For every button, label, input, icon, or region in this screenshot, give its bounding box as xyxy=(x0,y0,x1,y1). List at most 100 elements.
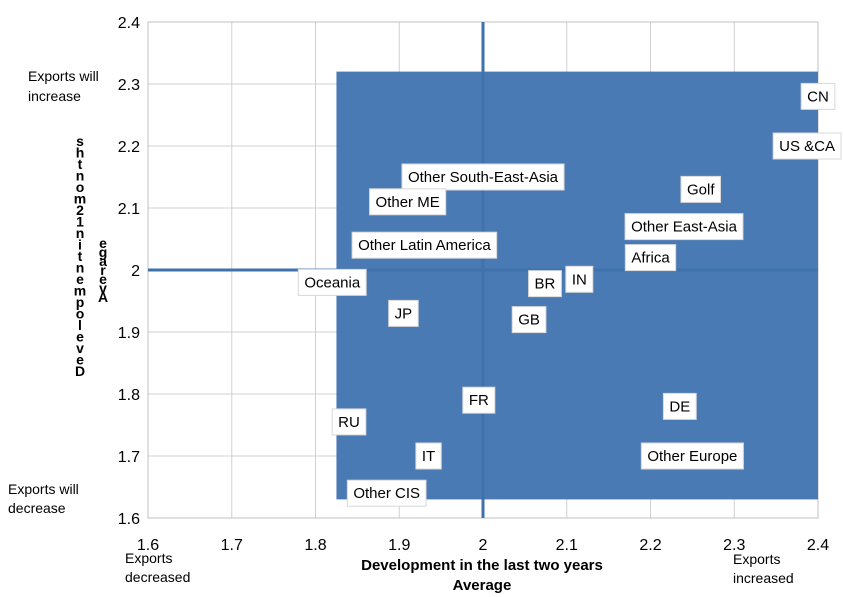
corner-bottom-left-line2: decrease xyxy=(8,500,66,516)
data-point-4: Africa xyxy=(624,244,677,272)
corner-top-left-line2: increase xyxy=(28,88,81,104)
data-point-label-4: Africa xyxy=(631,250,670,267)
data-point-box-4 xyxy=(624,244,677,272)
y-axis-title-glyph-11: n xyxy=(76,260,85,276)
data-point-box-1 xyxy=(772,132,842,160)
data-point-label-0: CN xyxy=(807,88,829,105)
y-axis-title-glyph-7: 1 xyxy=(76,214,84,230)
y-tick-label-4: 2 xyxy=(131,263,140,280)
y-tick-label-6: 2.2 xyxy=(118,139,140,156)
data-point-label-6: Other ME xyxy=(376,194,440,211)
data-point-label-9: BR xyxy=(535,276,556,293)
x-axis-title: Development in the last two years xyxy=(361,557,603,574)
data-point-box-14 xyxy=(662,392,697,420)
y-axis-title-glyph-0: s xyxy=(76,133,84,149)
corner-bottom-left-line1: Exports will xyxy=(8,481,79,497)
data-point-box-16 xyxy=(415,442,442,470)
data-point-11: JP xyxy=(388,299,419,327)
data-point-13: FR xyxy=(462,386,496,414)
data-point-6: Other ME xyxy=(369,188,447,216)
y-axis-subtitle-glyph-2: a xyxy=(99,253,107,269)
x-tick-label-7: 2.3 xyxy=(723,537,745,554)
data-point-box-18 xyxy=(346,479,427,507)
corner-x-left-line1: Exports xyxy=(125,550,172,566)
x-tick-labels: 1.6 1.7 1.8 1.9 2 2.1 2.2 2.3 2.4 xyxy=(137,537,829,554)
data-point-2: Golf xyxy=(680,175,722,203)
x-tick-label-0: 1.6 xyxy=(137,537,159,554)
y-axis-title-glyph-13: m xyxy=(74,283,86,299)
y-axis-title-glyph-14: p xyxy=(76,294,85,310)
data-point-label-11: JP xyxy=(395,305,413,322)
y-axis-title-glyph-1: h xyxy=(76,145,85,161)
data-point-box-6 xyxy=(369,188,447,216)
y-tick-label-2: 1.8 xyxy=(118,387,140,404)
corner-x-right-line2: increased xyxy=(733,570,794,586)
x-tick-label-2: 1.8 xyxy=(304,537,326,554)
x-tick-label-6: 2.2 xyxy=(639,537,661,554)
data-point-box-0 xyxy=(800,82,836,110)
y-axis-title-glyph-2: t xyxy=(78,156,83,172)
data-point-8: Oceania xyxy=(297,268,367,296)
data-point-label-13: FR xyxy=(469,392,489,409)
data-point-17: Other Europe xyxy=(640,442,744,470)
data-point-label-2: Golf xyxy=(687,181,715,198)
y-axis-title-glyph-15: o xyxy=(76,306,85,322)
y-axis-title-glyph-10: t xyxy=(78,248,83,264)
data-point-box-3 xyxy=(624,213,744,241)
data-point-9: BR xyxy=(528,270,562,298)
data-point-label-10: IN xyxy=(572,271,587,288)
data-point-12: GB xyxy=(511,306,547,334)
data-point-label-14: DE xyxy=(669,398,690,415)
reference-lines xyxy=(148,22,818,518)
data-point-label-16: IT xyxy=(422,448,435,465)
data-point-10: IN xyxy=(565,265,594,293)
data-points: CN US &CA Golf Other East-Asia Africa Other S… xyxy=(297,82,842,507)
x-tick-label-4: 2 xyxy=(479,537,488,554)
y-axis-title-glyph-18: v xyxy=(76,340,84,356)
data-point-box-11 xyxy=(388,299,419,327)
y-tick-label-1: 1.7 xyxy=(118,449,140,466)
y-tick-label-5: 2.1 xyxy=(118,201,140,218)
x-axis-subtitle: Average xyxy=(453,577,512,594)
data-point-box-13 xyxy=(462,386,496,414)
y-axis-title-glyph-16: l xyxy=(78,317,82,333)
y-axis-title-glyph-20: D xyxy=(75,363,85,379)
data-point-label-18: Other CIS xyxy=(353,485,420,502)
y-tick-labels: 1.6 1.7 1.8 1.9 2 2.1 2.2 2.3 2.4 xyxy=(118,15,140,528)
y-axis-title-glyph-9: i xyxy=(78,237,82,253)
y-axis-subtitle-glyph-1: g xyxy=(99,244,108,260)
y-axis-title-glyph-12: e xyxy=(76,271,84,287)
data-point-label-7: Other Latin America xyxy=(358,237,491,254)
x-tick-label-5: 2.1 xyxy=(556,537,578,554)
data-point-box-12 xyxy=(511,306,547,334)
data-point-7: Other Latin America xyxy=(351,231,498,259)
data-point-14: DE xyxy=(662,392,697,420)
y-axis-subtitle-glyph-4: e xyxy=(99,271,107,287)
y-tick-label-3: 1.9 xyxy=(118,325,140,342)
y-tick-label-7: 2.3 xyxy=(118,77,140,94)
corner-x-left-line2: decreased xyxy=(125,569,190,585)
data-point-box-9 xyxy=(528,270,562,298)
x-tick-label-3: 1.9 xyxy=(388,537,410,554)
data-point-box-15 xyxy=(331,408,367,436)
x-tick-label-8: 2.4 xyxy=(807,537,829,554)
y-axis-subtitle-glyph-5: v xyxy=(99,280,107,296)
y-axis-subtitle-glyph-0: e xyxy=(99,235,107,251)
y-axis-title-glyph-19: e xyxy=(76,352,84,368)
y-axis-title-glyph-4: o xyxy=(76,179,85,195)
data-point-label-1: US &CA xyxy=(779,138,835,155)
data-point-label-3: Other East-Asia xyxy=(631,219,738,236)
data-point-5: Other South-East-Asia xyxy=(401,163,565,191)
y-axis-title-glyph-3: n xyxy=(76,168,85,184)
x-tick-label-1: 1.7 xyxy=(221,537,243,554)
y-axis-title-glyph-6: 2 xyxy=(76,202,84,218)
data-point-box-10 xyxy=(565,265,594,293)
data-point-box-8 xyxy=(297,268,367,296)
data-point-label-12: GB xyxy=(518,312,540,329)
data-point-1: US &CA xyxy=(772,132,842,160)
data-point-label-15: RU xyxy=(338,414,360,431)
data-point-label-8: Oceania xyxy=(304,274,361,291)
data-point-box-2 xyxy=(680,175,722,203)
